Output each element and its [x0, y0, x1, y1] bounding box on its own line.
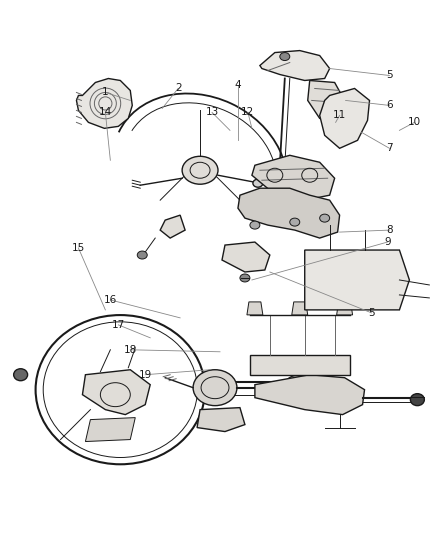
Ellipse shape — [319, 214, 329, 222]
Polygon shape — [82, 370, 150, 415]
Polygon shape — [304, 250, 409, 310]
Ellipse shape — [193, 370, 237, 406]
Polygon shape — [160, 215, 185, 238]
Polygon shape — [249, 355, 349, 375]
Text: 14: 14 — [99, 108, 112, 117]
Text: 12: 12 — [241, 108, 254, 117]
Text: 1: 1 — [102, 87, 109, 98]
Text: 5: 5 — [367, 308, 374, 318]
Polygon shape — [254, 375, 364, 415]
Polygon shape — [291, 302, 307, 315]
Polygon shape — [222, 242, 269, 272]
Text: 2: 2 — [174, 84, 181, 93]
Ellipse shape — [240, 274, 249, 282]
Text: 7: 7 — [385, 143, 392, 154]
Ellipse shape — [410, 394, 424, 406]
Text: 11: 11 — [332, 110, 346, 120]
Text: 10: 10 — [407, 117, 420, 127]
Ellipse shape — [14, 369, 28, 381]
Ellipse shape — [252, 179, 262, 187]
Text: 13: 13 — [205, 108, 218, 117]
Text: 17: 17 — [111, 320, 125, 330]
Text: 4: 4 — [234, 80, 241, 91]
Text: 9: 9 — [383, 237, 390, 247]
Polygon shape — [251, 155, 334, 200]
Text: 19: 19 — [138, 370, 152, 379]
Text: 18: 18 — [124, 345, 137, 355]
Ellipse shape — [289, 218, 299, 226]
Text: 15: 15 — [72, 243, 85, 253]
Ellipse shape — [182, 156, 218, 184]
Polygon shape — [246, 302, 262, 315]
Ellipse shape — [279, 53, 289, 61]
Text: 5: 5 — [385, 70, 392, 80]
Polygon shape — [319, 88, 369, 148]
Polygon shape — [237, 188, 339, 238]
Text: 16: 16 — [103, 295, 117, 305]
Ellipse shape — [249, 221, 259, 229]
Polygon shape — [76, 78, 132, 128]
Polygon shape — [259, 51, 329, 80]
Ellipse shape — [137, 251, 147, 259]
Polygon shape — [307, 80, 344, 118]
Polygon shape — [197, 408, 244, 432]
Text: 8: 8 — [385, 225, 392, 235]
Polygon shape — [336, 302, 352, 315]
Text: 6: 6 — [385, 100, 392, 110]
Ellipse shape — [283, 375, 315, 401]
Polygon shape — [85, 417, 135, 441]
